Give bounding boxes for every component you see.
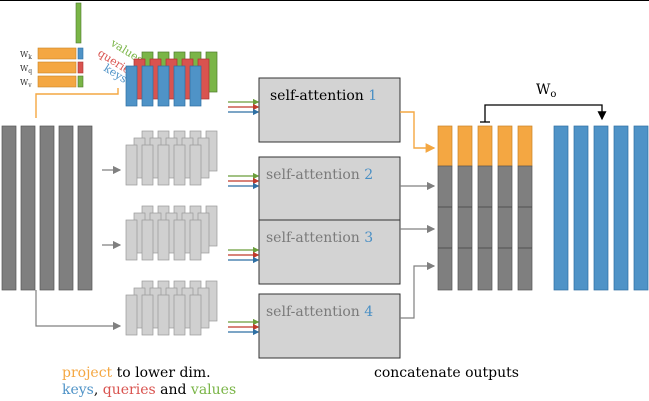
weight-k-label: Wk	[20, 50, 32, 61]
input-column	[20, 125, 36, 291]
stack-head-4	[125, 280, 218, 336]
concat-other-heads-cell	[477, 165, 493, 291]
output-column	[613, 125, 629, 291]
weight-q-matrix	[37, 61, 77, 74]
stack-cell	[157, 65, 170, 107]
concatenated-outputs	[437, 125, 533, 291]
head-label-text: self-attention	[270, 88, 368, 104]
weight-v-label: Wv	[20, 78, 32, 89]
input-column	[1, 125, 17, 291]
stack-cell	[189, 144, 202, 186]
head-number: 1	[368, 88, 377, 104]
stack-cell	[157, 219, 170, 261]
self-attention-box-3	[258, 219, 401, 285]
arrow-input-head1	[35, 88, 119, 118]
self-attention-label-3: self-attention 3	[266, 230, 373, 246]
stack-head-3	[125, 205, 218, 261]
stack-cell	[173, 65, 186, 107]
weight-v-bar	[77, 75, 84, 88]
stack-cell	[141, 219, 154, 261]
stack-cell	[141, 144, 154, 186]
self-attention-box-2	[258, 156, 401, 222]
weight-matrices: Wk Wq Wv	[20, 2, 84, 89]
concat-head1-cell	[477, 125, 493, 167]
self-attention-label-2: self-attention 2	[266, 167, 373, 183]
input-to-stack-arrows	[35, 88, 122, 331]
head-number: 2	[364, 167, 373, 183]
weight-q-bar	[77, 61, 84, 74]
concat-head1-cell	[437, 125, 453, 167]
caption-projection: project to lower dim.	[62, 365, 211, 381]
concat-other-heads-cell	[437, 165, 453, 291]
self-attention-box-4	[258, 293, 401, 359]
input-vectors	[1, 125, 93, 291]
stack-cell	[173, 144, 186, 186]
arrow-head4-concat	[400, 261, 436, 319]
self-attention-label-1: self-attention 1	[270, 88, 377, 104]
projected-kqv-stacks	[125, 51, 218, 336]
output-column	[553, 125, 569, 291]
stack-cell	[141, 294, 154, 336]
output-column	[573, 125, 589, 291]
head-to-concat-arrows	[400, 111, 436, 319]
stack-cell	[125, 294, 138, 336]
concat-head1-cell	[497, 125, 513, 167]
caption-kqv: keys, queries and values	[62, 382, 236, 398]
concat-other-heads-cell	[457, 165, 473, 291]
input-column	[77, 125, 93, 291]
head-number: 4	[364, 304, 373, 320]
output-column	[593, 125, 609, 291]
concat-head1-cell	[457, 125, 473, 167]
concat-other-heads-cell	[517, 165, 533, 291]
kqv-arrows	[228, 98, 260, 336]
output-projection-bracket: Wo	[480, 82, 607, 123]
self-attention-label-4: self-attention 4	[266, 304, 373, 320]
weight-k-bar	[77, 47, 84, 60]
concat-head1-cell	[517, 125, 533, 167]
stack-cell	[189, 219, 202, 261]
caption-concatenate: concatenate outputs	[374, 365, 519, 381]
weight-v-matrix	[37, 75, 77, 88]
input-column	[58, 125, 74, 291]
stack-head-1	[125, 51, 218, 107]
stack-head-2	[125, 130, 218, 186]
head-label-text: self-attention	[266, 167, 364, 183]
stack-cell	[157, 144, 170, 186]
stack-cell	[189, 294, 202, 336]
stack-cell	[125, 65, 138, 107]
concat-other-heads-cell	[497, 165, 513, 291]
output-column	[633, 125, 649, 291]
weight-q-label: Wq	[20, 64, 32, 75]
stack-cell	[125, 144, 138, 186]
input-column	[39, 125, 55, 291]
stack-cell	[141, 65, 154, 107]
self-attention-box-1	[258, 77, 401, 143]
stack-cell	[173, 294, 186, 336]
arrow-head1-concat	[400, 111, 436, 153]
arrow-input-head4	[35, 290, 122, 331]
weight-k-matrix	[37, 47, 77, 60]
output-vectors	[553, 125, 649, 291]
head-number: 3	[364, 230, 373, 246]
wo-bracket-line	[484, 104, 607, 122]
stack-cell	[189, 65, 202, 107]
stack-cell	[125, 219, 138, 261]
stack-cell	[157, 294, 170, 336]
weight-value-bar	[75, 2, 82, 44]
head-label-text: self-attention	[266, 304, 364, 320]
stack-cell	[173, 219, 186, 261]
head-label-text: self-attention	[266, 230, 364, 246]
wo-label: Wo	[536, 82, 556, 100]
